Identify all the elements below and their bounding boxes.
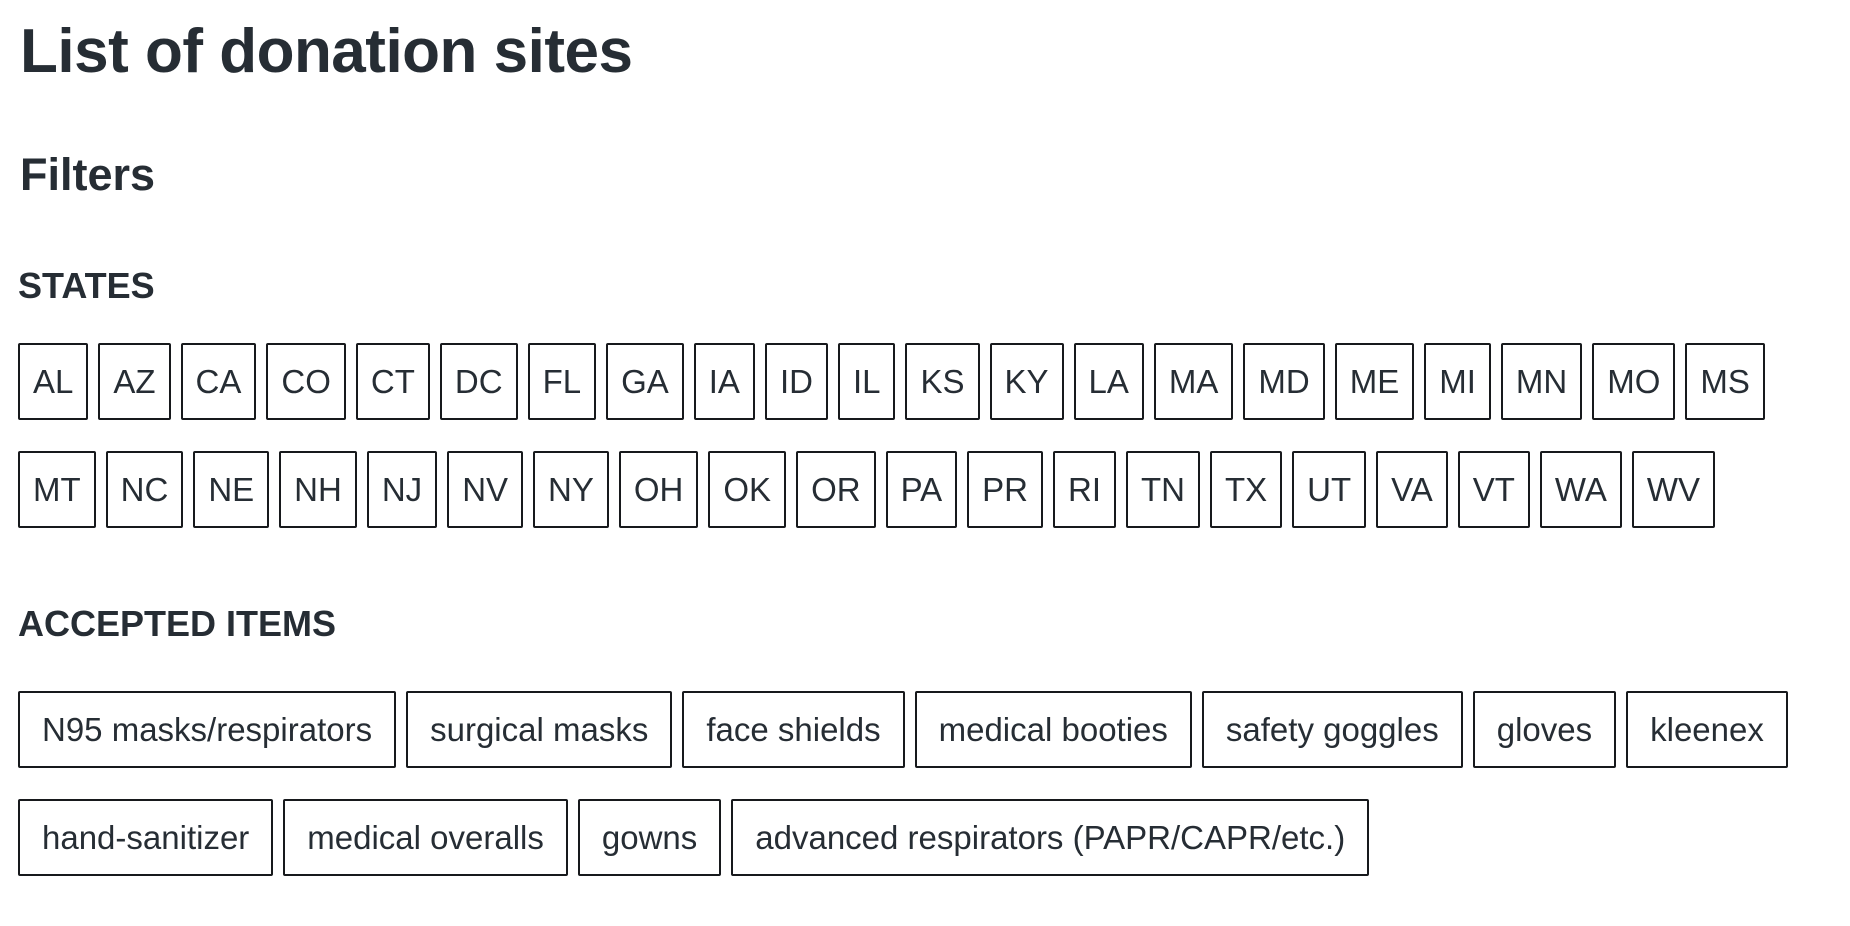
accepted-items-label: ACCEPTED ITEMS bbox=[18, 603, 337, 645]
item-filter-medical-overalls-button[interactable]: medical overalls bbox=[283, 798, 568, 876]
chip-row: AL AZ CA CO CT DC FL GA IA ID IL KS KY LA MA MD ME MI MN MO… bbox=[18, 343, 1832, 421]
item-filter-gowns-button[interactable]: gowns bbox=[577, 798, 722, 876]
state-filter-ny-button[interactable]: NY bbox=[533, 451, 609, 529]
state-filter-dc-button[interactable]: DC bbox=[439, 343, 518, 421]
state-filter-ri-button[interactable]: RI bbox=[1052, 451, 1116, 529]
state-filter-vt-button[interactable]: VT bbox=[1457, 451, 1530, 529]
state-filter-ca-button[interactable]: CA bbox=[180, 343, 257, 421]
state-filter-az-button[interactable]: AZ bbox=[98, 343, 171, 421]
state-filter-nc-button[interactable]: NC bbox=[105, 451, 184, 529]
state-filter-ks-button[interactable]: KS bbox=[905, 343, 980, 421]
states-label: STATES bbox=[18, 265, 155, 307]
item-filter-kleenex-button[interactable]: kleenex bbox=[1626, 690, 1788, 768]
item-filter-face-shields-button[interactable]: face shields bbox=[682, 690, 905, 768]
accepted-items-filter-group: N95 masks/respirators surgical masks face … bbox=[18, 690, 1832, 876]
state-filter-mo-button[interactable]: MO bbox=[1592, 343, 1676, 421]
state-filter-ne-button[interactable]: NE bbox=[193, 451, 270, 529]
chip-row: MT NC NE NH NJ NV NY OH OK OR PA PR RI TN TX UT VA VT WA WV bbox=[18, 451, 1832, 529]
item-filter-hand-sanitizer-button[interactable]: hand-sanitizer bbox=[18, 798, 274, 876]
item-filter-surgical-masks-button[interactable]: surgical masks bbox=[406, 690, 673, 768]
state-filter-mi-button[interactable]: MI bbox=[1424, 343, 1491, 421]
state-filter-ct-button[interactable]: CT bbox=[355, 343, 430, 421]
state-filter-va-button[interactable]: VA bbox=[1376, 451, 1448, 529]
item-filter-safety-goggles-button[interactable]: safety goggles bbox=[1201, 690, 1463, 768]
item-filter-gloves-button[interactable]: gloves bbox=[1472, 690, 1617, 768]
state-filter-ma-button[interactable]: MA bbox=[1153, 343, 1234, 421]
state-filter-tn-button[interactable]: TN bbox=[1125, 451, 1200, 529]
state-filter-nh-button[interactable]: NH bbox=[279, 451, 357, 529]
state-filter-ms-button[interactable]: MS bbox=[1685, 343, 1765, 421]
item-filter-medical-booties-button[interactable]: medical booties bbox=[914, 690, 1192, 768]
state-filter-il-button[interactable]: IL bbox=[837, 343, 896, 421]
state-filter-me-button[interactable]: ME bbox=[1334, 343, 1415, 421]
states-filter-group: AL AZ CA CO CT DC FL GA IA ID IL KS KY LA MA MD ME MI MN MO… bbox=[18, 343, 1832, 529]
state-filter-or-button[interactable]: OR bbox=[796, 451, 876, 529]
chip-row: N95 masks/respirators surgical masks face … bbox=[18, 690, 1832, 768]
state-filter-ky-button[interactable]: KY bbox=[989, 343, 1064, 421]
item-filter-advanced-respirators-papr-capr-etc-button[interactable]: advanced respirators (PAPR/CAPR/etc.) bbox=[731, 798, 1370, 876]
state-filter-wa-button[interactable]: WA bbox=[1539, 451, 1622, 529]
state-filter-wv-button[interactable]: WV bbox=[1631, 451, 1716, 529]
state-filter-ut-button[interactable]: UT bbox=[1292, 451, 1367, 529]
state-filter-pa-button[interactable]: PA bbox=[885, 451, 958, 529]
state-filter-tx-button[interactable]: TX bbox=[1209, 451, 1283, 529]
page-title: List of donation sites bbox=[20, 17, 633, 86]
state-filter-ia-button[interactable]: IA bbox=[693, 343, 755, 421]
state-filter-la-button[interactable]: LA bbox=[1073, 343, 1144, 421]
state-filter-id-button[interactable]: ID bbox=[764, 343, 828, 421]
state-filter-co-button[interactable]: CO bbox=[266, 343, 346, 421]
state-filter-oh-button[interactable]: OH bbox=[618, 451, 699, 529]
state-filter-al-button[interactable]: AL bbox=[18, 343, 89, 421]
state-filter-md-button[interactable]: MD bbox=[1243, 343, 1325, 421]
state-filter-pr-button[interactable]: PR bbox=[967, 451, 1043, 529]
state-filter-fl-button[interactable]: FL bbox=[527, 343, 597, 421]
chip-row: hand-sanitizer medical overalls gowns advan… bbox=[18, 798, 1832, 876]
state-filter-nv-button[interactable]: NV bbox=[447, 451, 524, 529]
state-filter-mt-button[interactable]: MT bbox=[18, 451, 96, 529]
item-filter-n95-masks-respirators-button[interactable]: N95 masks/respirators bbox=[18, 690, 397, 768]
state-filter-mn-button[interactable]: MN bbox=[1500, 343, 1583, 421]
state-filter-ga-button[interactable]: GA bbox=[606, 343, 684, 421]
state-filter-ok-button[interactable]: OK bbox=[708, 451, 787, 529]
filters-heading: Filters bbox=[20, 149, 156, 201]
state-filter-nj-button[interactable]: NJ bbox=[366, 451, 438, 529]
